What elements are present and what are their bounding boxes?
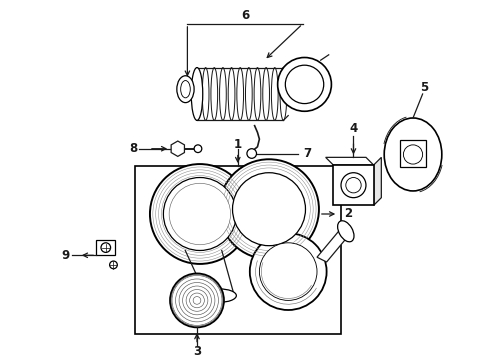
Circle shape xyxy=(233,173,305,246)
Circle shape xyxy=(219,159,319,259)
Text: 5: 5 xyxy=(420,81,429,94)
Circle shape xyxy=(403,145,422,164)
Circle shape xyxy=(278,58,331,111)
Circle shape xyxy=(101,243,111,252)
Ellipse shape xyxy=(177,76,194,103)
Polygon shape xyxy=(317,228,351,262)
Ellipse shape xyxy=(338,221,354,242)
Bar xyxy=(135,166,341,334)
Ellipse shape xyxy=(181,81,190,98)
Circle shape xyxy=(169,183,231,245)
Circle shape xyxy=(346,177,361,193)
Circle shape xyxy=(150,164,250,264)
Bar xyxy=(399,140,426,167)
Polygon shape xyxy=(326,157,374,165)
Circle shape xyxy=(110,261,117,269)
Text: 2: 2 xyxy=(344,207,352,220)
Circle shape xyxy=(163,177,236,251)
Text: 3: 3 xyxy=(193,345,201,358)
Ellipse shape xyxy=(202,289,236,302)
Text: 8: 8 xyxy=(129,142,138,155)
Ellipse shape xyxy=(250,233,327,310)
Circle shape xyxy=(341,173,366,198)
Circle shape xyxy=(194,145,202,153)
Bar xyxy=(333,165,374,205)
Text: 6: 6 xyxy=(241,9,249,22)
Circle shape xyxy=(247,149,257,158)
Bar xyxy=(96,240,115,255)
Ellipse shape xyxy=(259,243,317,300)
Circle shape xyxy=(285,65,324,104)
Text: 7: 7 xyxy=(304,147,312,160)
Circle shape xyxy=(170,274,224,327)
Polygon shape xyxy=(171,141,184,156)
Text: 4: 4 xyxy=(349,122,358,135)
Text: 9: 9 xyxy=(61,249,70,262)
Ellipse shape xyxy=(191,68,203,120)
Polygon shape xyxy=(374,157,381,205)
Ellipse shape xyxy=(384,118,442,191)
Text: 1: 1 xyxy=(234,138,242,151)
